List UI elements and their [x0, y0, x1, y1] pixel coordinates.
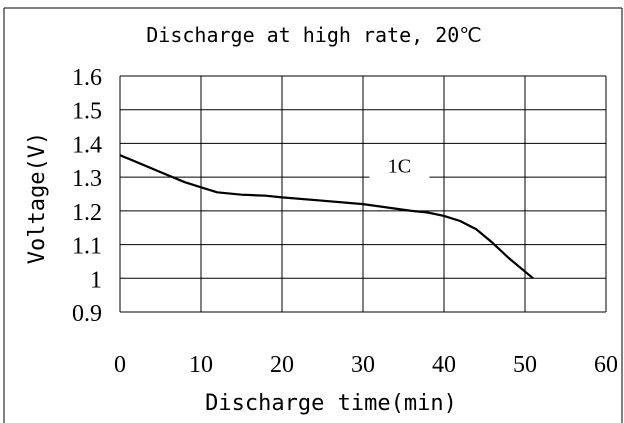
annotation-background: [369, 145, 430, 180]
y-tick-label: 1.3: [72, 166, 102, 192]
x-tick-label: 20: [270, 352, 294, 378]
x-tick-label: 60: [594, 352, 618, 378]
y-tick-label: 1.2: [72, 200, 102, 226]
y-tick-label: 1.4: [72, 132, 102, 158]
series-line-1c: [119, 154, 534, 280]
x-tick-label: 0: [114, 352, 126, 378]
grid-layer: [119, 75, 607, 313]
y-axis-label: Voltage(V): [25, 132, 50, 264]
y-tick-label: 1.1: [72, 234, 102, 260]
annotation-label: 1C: [388, 156, 411, 178]
y-tick-label: 0.9: [72, 301, 102, 327]
x-tick-label: 50: [513, 352, 537, 378]
x-tick-label: 10: [189, 352, 213, 378]
x-axis-label: Discharge time(min): [205, 391, 457, 416]
y-tick-label: 1.6: [72, 65, 102, 91]
x-tick-label: 40: [432, 352, 456, 378]
y-tick-label: 1: [90, 267, 102, 293]
x-tick-label: 30: [351, 352, 375, 378]
y-tick-label: 1.5: [72, 99, 102, 125]
series-layer: [119, 154, 534, 280]
tick-label-layer: 1.6 1.5 1.4 1.3 1.2 1.1 1 0.9 0 10 20 30 40 50 60: [72, 65, 618, 378]
annotation-layer: 1C: [369, 145, 430, 180]
chart-title: Discharge at high rate, 20℃: [146, 23, 482, 47]
